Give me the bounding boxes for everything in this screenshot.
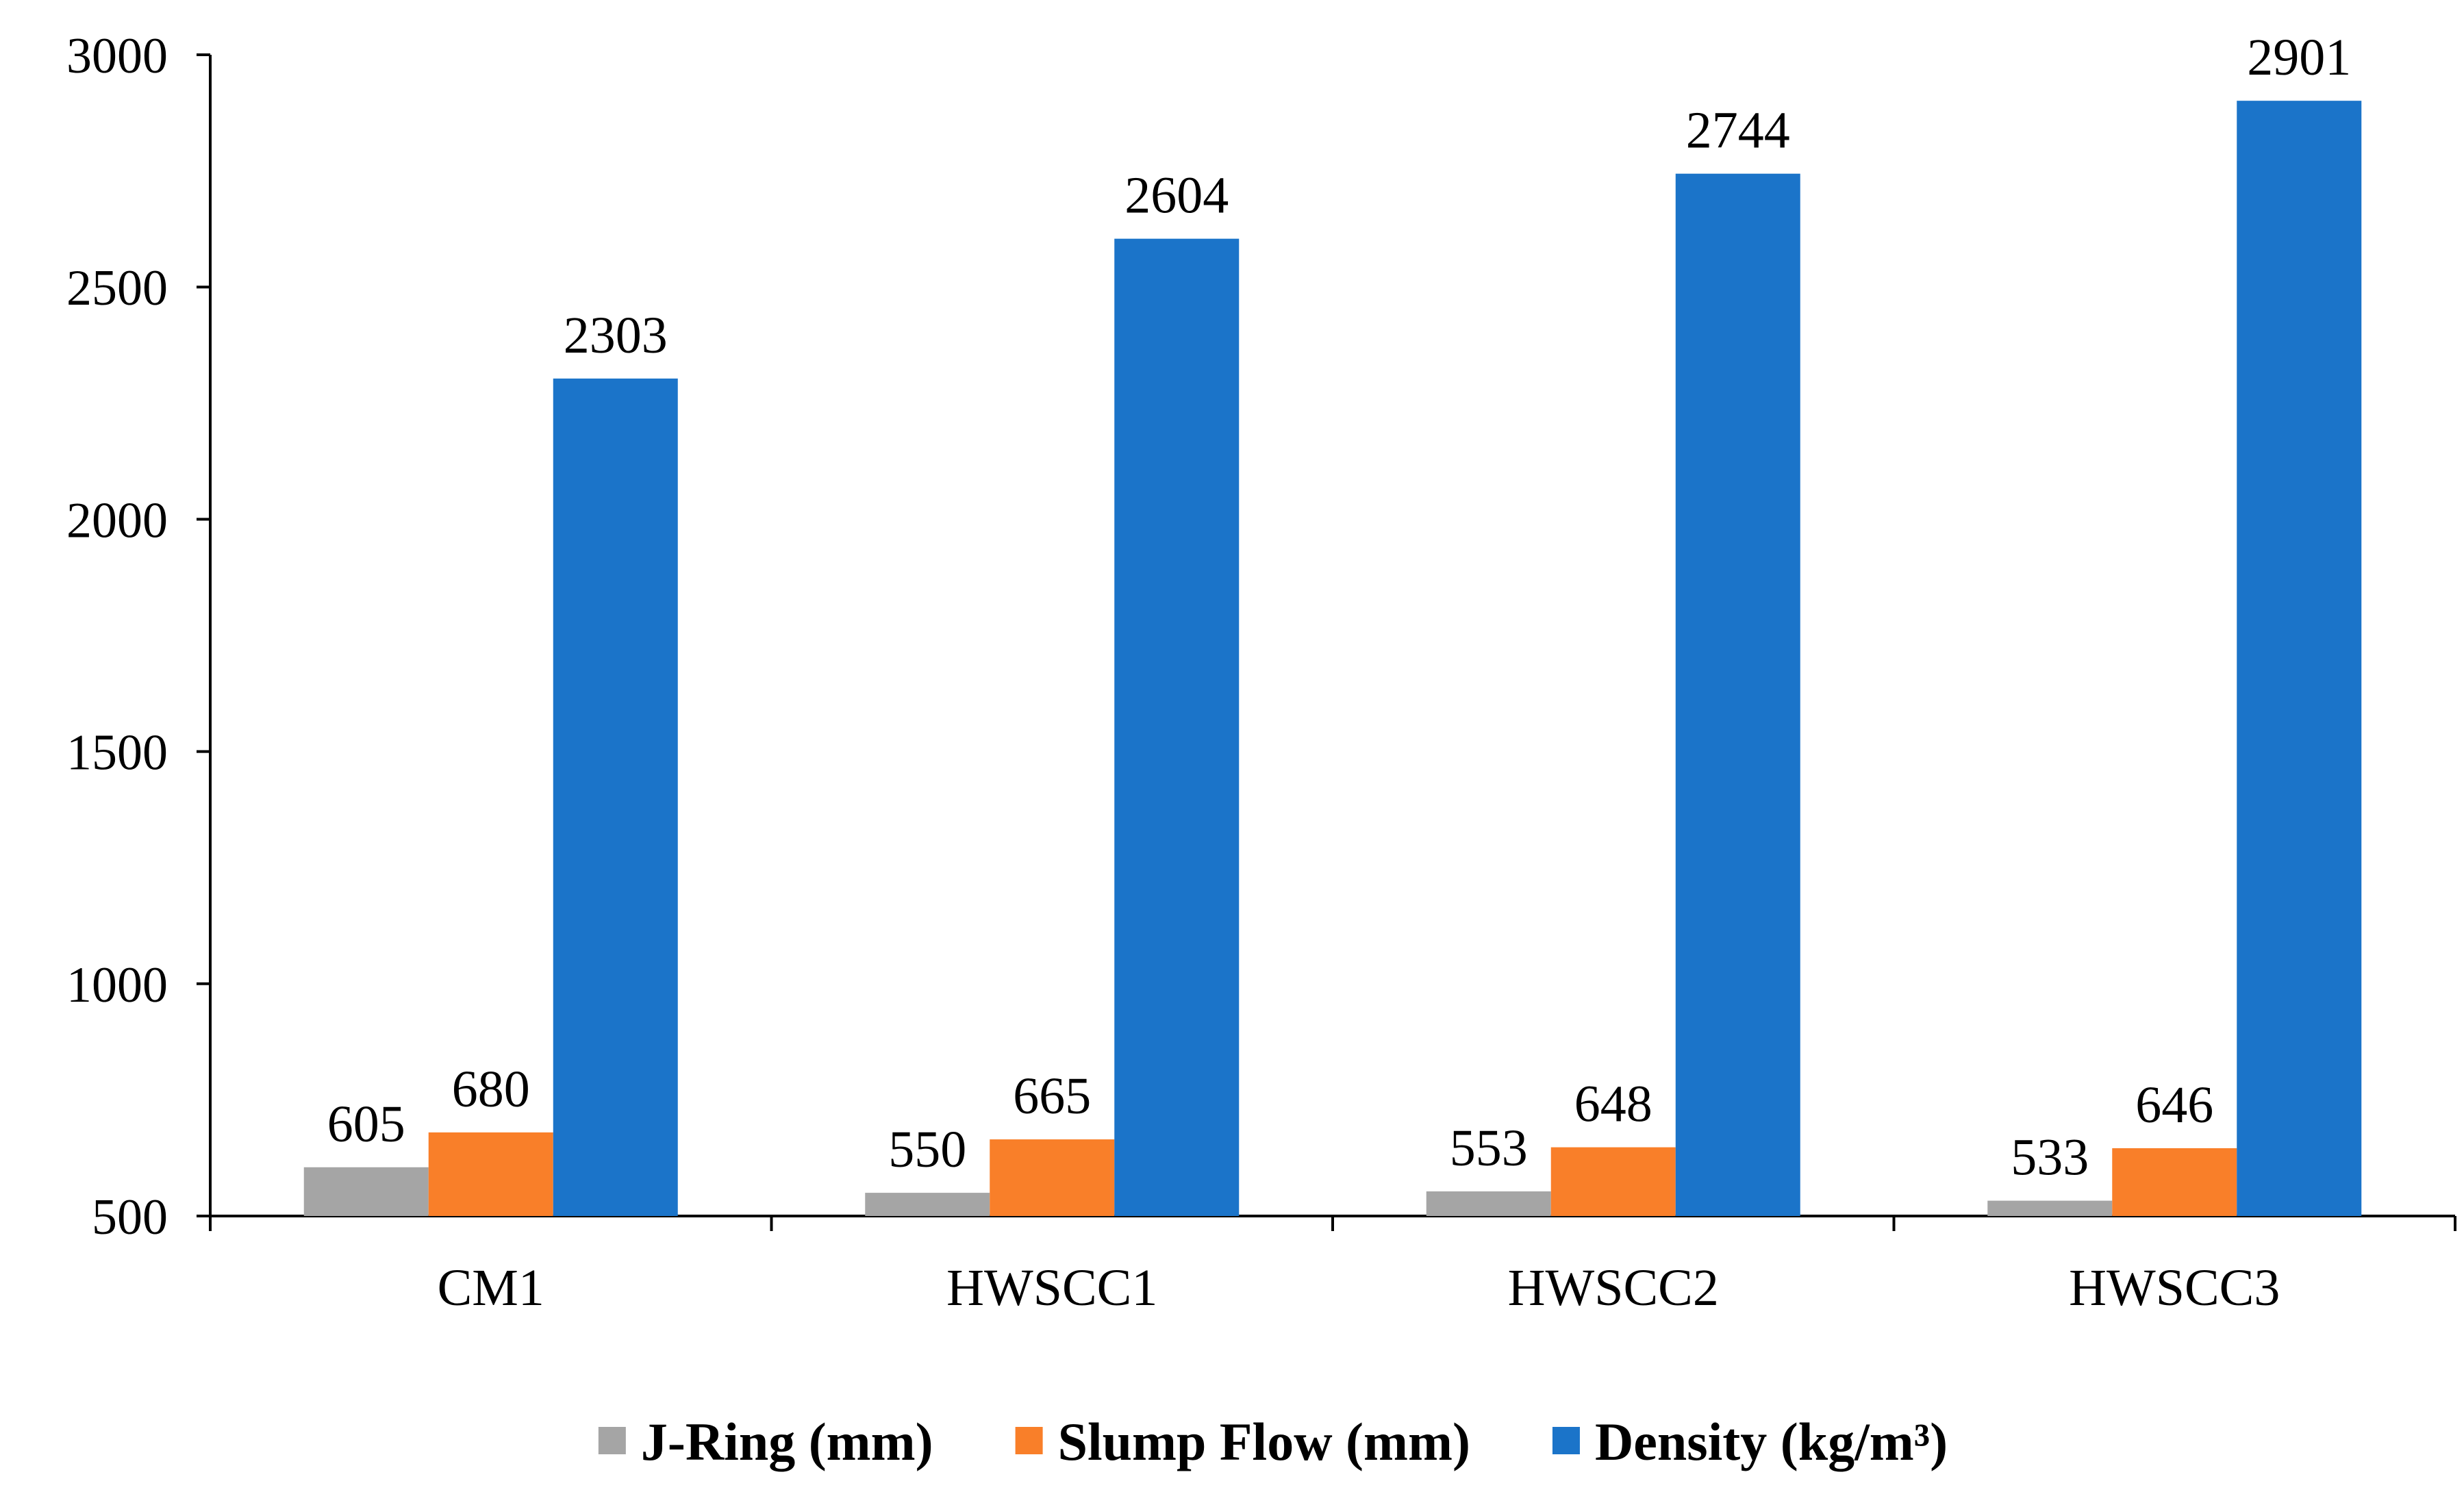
x-category-label: CM1: [438, 1259, 544, 1317]
x-category-label: HWSCC2: [1508, 1259, 1719, 1317]
bar: [1550, 1147, 1676, 1216]
legend-swatch: [1015, 1427, 1043, 1454]
legend-item: Density (kg/m³): [1552, 1412, 1948, 1471]
data-labels: 605 550 553 533 680 665 648 646 2303 2604 2744 2901: [327, 29, 2352, 1186]
bar-value-label: 2604: [1124, 167, 1229, 225]
bar-value-label: 550: [888, 1121, 966, 1178]
legend-label: Density (kg/m³): [1595, 1412, 1948, 1471]
bar: [428, 1132, 553, 1216]
bar-value-label: 2901: [2247, 29, 2351, 86]
legend-label: Slump Flow (mm): [1058, 1412, 1470, 1471]
bar: [2237, 101, 2362, 1216]
bar: [865, 1193, 990, 1216]
legend-swatch: [1552, 1427, 1580, 1454]
y-tick-label: 3000: [66, 28, 168, 84]
bar: [1987, 1200, 2113, 1216]
x-axis: CM1 HWSCC1 HWSCC2 HWSCC3: [209, 1215, 2456, 1317]
y-tick-label: 2000: [66, 492, 168, 548]
bar-value-label: 680: [452, 1061, 530, 1118]
bar: [1426, 1191, 1551, 1216]
legend-item: Slump Flow (mm): [1015, 1412, 1470, 1471]
bar: [1114, 238, 1240, 1217]
bar-value-label: 2744: [1686, 102, 1790, 160]
legend-item: J-Ring (mm): [598, 1412, 933, 1471]
bar: [303, 1167, 429, 1216]
bar-value-label: 2303: [564, 307, 668, 364]
bar: [990, 1139, 1115, 1216]
legend-label: J-Ring (mm): [641, 1412, 933, 1471]
y-tick-label: 2500: [66, 260, 168, 316]
bar-value-label: 648: [1574, 1076, 1652, 1133]
legend-swatch: [598, 1427, 626, 1454]
bar-value-label: 646: [2135, 1076, 2213, 1134]
y-tick-label: 1500: [66, 725, 168, 781]
bar-value-label: 533: [2011, 1129, 2089, 1187]
bar: [553, 378, 678, 1217]
y-tick-label: 500: [92, 1189, 168, 1245]
bar: [2112, 1148, 2237, 1216]
bar-value-label: 665: [1013, 1067, 1091, 1125]
bar: [1675, 173, 1800, 1216]
y-tick-label: 1000: [66, 957, 168, 1013]
bars: [303, 101, 2362, 1217]
legend: J-Ring (mm) Slump Flow (mm) Density (kg/m³…: [598, 1412, 1948, 1471]
x-category-label: HWSCC3: [2069, 1259, 2280, 1317]
bar-value-label: 605: [327, 1096, 405, 1153]
bar-value-label: 553: [1450, 1119, 1528, 1177]
y-axis: 500 1000 1500 2000 2500 3000: [66, 28, 212, 1245]
x-category-label: HWSCC1: [946, 1259, 1157, 1317]
